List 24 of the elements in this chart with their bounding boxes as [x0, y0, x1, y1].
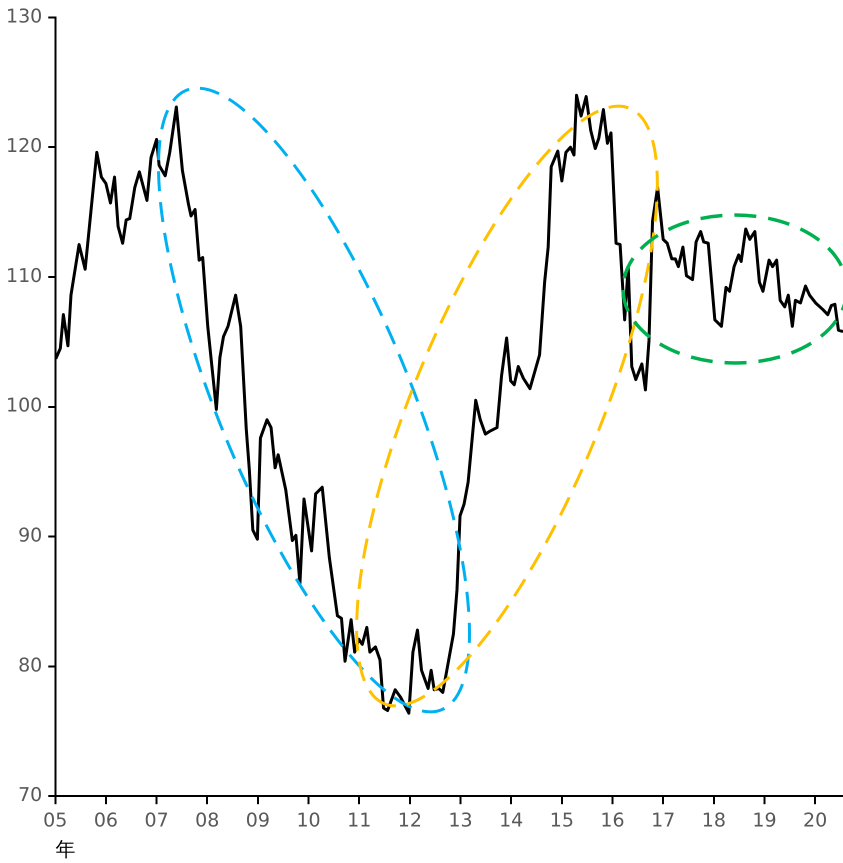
x-tick-label: 05	[43, 810, 68, 832]
y-tick-label: 80	[18, 654, 42, 676]
y-tick-label: 110	[6, 264, 42, 287]
x-tick-label: 18	[702, 810, 726, 832]
x-tick-label: 08	[195, 810, 220, 832]
x-tick-label: 14	[499, 810, 524, 832]
y-tick-label: 130	[6, 5, 42, 28]
x-tick-label: 11	[347, 810, 372, 832]
x-tick-label: 13	[448, 810, 473, 832]
x-tick-label: 17	[651, 810, 676, 832]
x-tick-label: 07	[144, 810, 169, 832]
x-tick-label: 16	[600, 810, 625, 832]
x-tick-label: 12	[398, 810, 422, 832]
x-tick-label: 09	[246, 810, 270, 832]
x-tick-label: 15	[550, 810, 574, 832]
y-tick-label: 90	[18, 524, 42, 547]
y-tick-label: 120	[6, 135, 42, 158]
x-tick-label: 20	[803, 810, 828, 832]
x-tick-label: 19	[752, 810, 777, 832]
x-tick-label: 10	[296, 810, 321, 832]
x-tick-label: 06	[94, 810, 118, 832]
y-tick-label: 70	[18, 784, 42, 806]
x-axis-title: 年	[55, 837, 76, 862]
y-tick-label: 100	[6, 394, 42, 417]
